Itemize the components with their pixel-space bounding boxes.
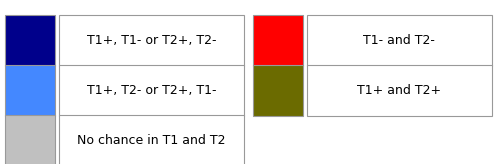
Bar xyxy=(59,115,244,164)
Bar xyxy=(252,15,302,66)
Bar xyxy=(59,15,244,66)
Bar xyxy=(5,115,55,164)
Text: T1+, T1- or T2+, T2-: T1+, T1- or T2+, T2- xyxy=(87,34,216,47)
Text: T1+, T2- or T2+, T1-: T1+, T2- or T2+, T1- xyxy=(87,84,216,97)
Text: T1+ and T2+: T1+ and T2+ xyxy=(357,84,441,97)
Bar xyxy=(306,65,492,116)
Bar xyxy=(5,15,55,66)
Bar xyxy=(5,65,55,116)
Bar xyxy=(252,65,302,116)
Bar xyxy=(59,65,244,116)
Text: No chance in T1 and T2: No chance in T1 and T2 xyxy=(77,134,226,147)
Text: T1- and T2-: T1- and T2- xyxy=(363,34,435,47)
Bar xyxy=(306,15,492,66)
